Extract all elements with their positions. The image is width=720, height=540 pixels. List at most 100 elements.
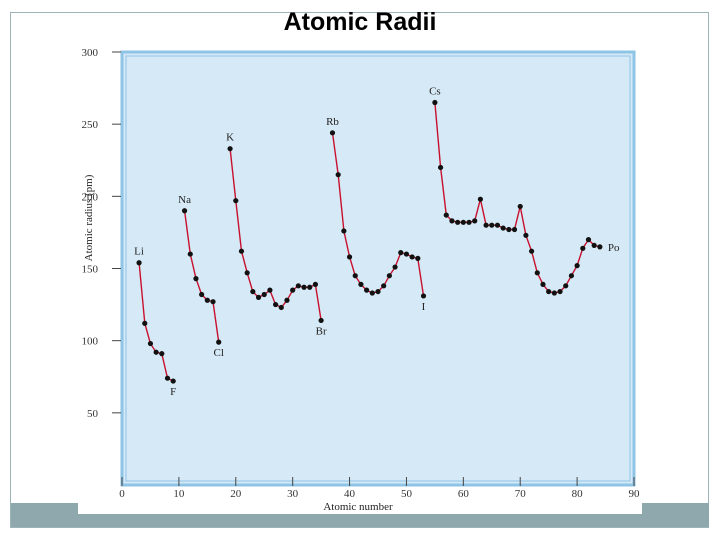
element-label-i: I xyxy=(422,301,426,313)
x-tick-label: 50 xyxy=(401,488,413,500)
x-tick-label: 70 xyxy=(515,488,527,500)
atomic-radius-chart: 50 100 150 200 250 300 0 10 20 30 40 50 60 70 80 90 Atom… xyxy=(82,47,641,513)
data-point xyxy=(563,283,569,289)
data-point xyxy=(181,208,188,214)
data-point xyxy=(369,290,375,296)
y-axis-title: Atomic radius (pm) xyxy=(83,174,95,261)
data-point xyxy=(227,146,233,152)
data-point xyxy=(455,219,461,225)
data-point xyxy=(170,378,176,384)
y-tick-label: 100 xyxy=(82,336,99,348)
data-point xyxy=(295,283,301,289)
data-point xyxy=(511,226,518,233)
data-point xyxy=(517,203,523,210)
data-point xyxy=(386,273,392,279)
data-point xyxy=(187,251,193,257)
data-point xyxy=(415,255,421,261)
plot-area xyxy=(120,50,636,487)
y-tick-label: 50 xyxy=(87,408,99,420)
x-tick-label: 90 xyxy=(629,488,641,500)
x-tick-label: 20 xyxy=(230,488,242,500)
data-point xyxy=(284,297,290,303)
plot-inner-border xyxy=(125,55,631,482)
data-point xyxy=(346,254,353,260)
data-point xyxy=(472,218,478,224)
data-point xyxy=(443,212,449,218)
data-point xyxy=(529,248,535,254)
data-point xyxy=(403,251,410,257)
x-tick-label: 80 xyxy=(572,488,584,500)
data-point xyxy=(358,281,364,287)
data-point xyxy=(381,283,387,289)
element-label-k: K xyxy=(226,132,234,144)
data-point xyxy=(136,260,142,266)
data-point xyxy=(494,222,501,228)
data-point xyxy=(489,222,495,228)
data-point xyxy=(329,130,336,136)
data-point xyxy=(250,288,256,295)
data-point xyxy=(437,164,444,171)
data-point xyxy=(597,244,603,250)
x-tick-label: 40 xyxy=(344,488,356,500)
data-point xyxy=(238,248,245,254)
data-point xyxy=(267,287,273,293)
data-point xyxy=(278,304,284,311)
y-tick-label: 200 xyxy=(82,191,99,203)
data-point xyxy=(557,288,563,295)
y-tick-label: 150 xyxy=(82,264,99,276)
data-point xyxy=(477,196,483,202)
data-point xyxy=(216,339,222,345)
x-axis-title: Atomic number xyxy=(323,501,393,513)
x-tick-label: 60 xyxy=(458,488,470,500)
data-point xyxy=(273,301,279,308)
data-point xyxy=(193,276,199,282)
data-point xyxy=(500,225,506,231)
data-point xyxy=(585,237,592,243)
data-point xyxy=(210,299,216,305)
slide-title: Atomic Radii xyxy=(283,8,437,36)
element-label-f: F xyxy=(170,386,176,398)
data-point xyxy=(534,270,540,276)
chart-container: 50 100 150 200 250 300 0 10 20 30 40 50 60 70 80 90 Atom… xyxy=(78,42,642,514)
data-point xyxy=(164,375,171,381)
data-point xyxy=(290,287,296,293)
data-point xyxy=(204,297,210,303)
y-tick-label: 250 xyxy=(82,119,99,131)
data-point xyxy=(244,270,250,276)
data-point xyxy=(420,293,427,299)
data-point xyxy=(301,284,307,290)
data-point xyxy=(398,250,404,256)
data-point xyxy=(159,351,165,357)
data-point xyxy=(307,284,313,290)
y-tick-label: 300 xyxy=(82,47,99,59)
data-point xyxy=(483,222,489,228)
x-tick-label: 30 xyxy=(287,488,299,500)
data-point xyxy=(312,281,319,287)
data-point xyxy=(375,288,381,295)
data-point xyxy=(233,198,239,204)
data-point xyxy=(574,263,580,269)
x-tick-label: 0 xyxy=(119,488,125,500)
element-label-cs: Cs xyxy=(429,86,441,98)
data-point xyxy=(460,219,466,225)
element-label-po: Po xyxy=(608,242,620,254)
element-label-na: Na xyxy=(178,194,191,206)
data-point xyxy=(409,254,415,260)
data-point xyxy=(580,245,586,251)
data-point xyxy=(341,228,347,234)
data-point xyxy=(261,291,267,298)
x-tick-label: 10 xyxy=(173,488,185,500)
element-label-rb: Rb xyxy=(326,116,339,128)
element-label-cl: Cl xyxy=(214,347,224,359)
element-label-li: Li xyxy=(134,246,144,258)
data-point xyxy=(153,349,159,355)
data-point xyxy=(432,99,438,106)
data-point xyxy=(142,320,148,326)
element-label-br: Br xyxy=(316,325,327,337)
data-point xyxy=(540,281,546,287)
data-point xyxy=(255,294,262,300)
slide-frame xyxy=(10,12,709,528)
data-point xyxy=(466,219,472,225)
data-point xyxy=(199,291,205,298)
data-point xyxy=(392,264,398,270)
